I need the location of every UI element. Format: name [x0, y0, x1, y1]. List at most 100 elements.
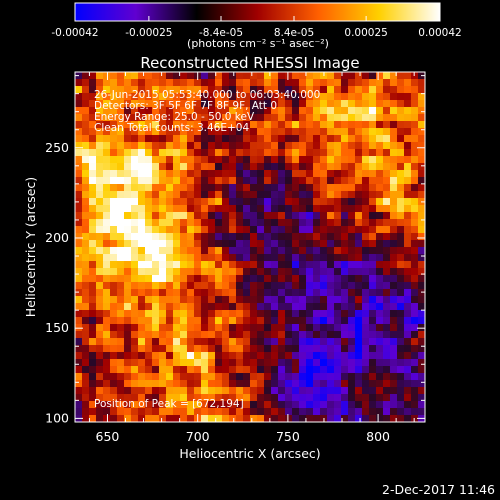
heatmap-cell	[243, 310, 251, 318]
heatmap-cell	[411, 352, 419, 360]
heatmap-cell	[334, 135, 342, 143]
heatmap-cell	[215, 324, 223, 332]
heatmap-cell	[306, 142, 314, 150]
heatmap-cell	[117, 345, 125, 353]
heatmap-cell	[82, 233, 90, 241]
heatmap-cell	[173, 380, 181, 388]
heatmap-cell	[418, 275, 425, 283]
heatmap-cell	[110, 72, 118, 80]
heatmap-cell	[390, 177, 398, 185]
heatmap-cell	[341, 352, 349, 360]
heatmap-cell	[187, 184, 195, 192]
heatmap-cell	[313, 212, 321, 220]
heatmap-cell	[236, 401, 244, 409]
heatmap-cell	[138, 338, 146, 346]
heatmap-cell	[131, 233, 139, 241]
heatmap-cell	[334, 86, 342, 94]
heatmap-cell	[383, 261, 391, 269]
heatmap-cell	[201, 86, 209, 94]
heatmap-cell	[278, 212, 286, 220]
heatmap-cell	[145, 324, 153, 332]
heatmap-cell	[299, 331, 307, 339]
heatmap-cell	[124, 149, 132, 157]
heatmap-cell	[229, 317, 237, 325]
heatmap-cell	[173, 226, 181, 234]
heatmap-cell	[117, 282, 125, 290]
heatmap-cell	[166, 107, 174, 115]
heatmap-cell	[404, 352, 412, 360]
heatmap-cell	[299, 338, 307, 346]
heatmap-cell	[152, 317, 160, 325]
heatmap-cell	[222, 205, 230, 213]
heatmap-cell	[138, 401, 146, 409]
heatmap-cell	[159, 289, 167, 297]
heatmap-cell	[397, 93, 405, 101]
heatmap-cell	[159, 345, 167, 353]
heatmap-cell	[376, 114, 384, 122]
heatmap-cell	[145, 373, 153, 381]
heatmap-cell	[257, 142, 265, 150]
heatmap-cell	[313, 310, 321, 318]
heatmap-cell	[341, 184, 349, 192]
heatmap-cell	[306, 352, 314, 360]
heatmap-cell	[243, 261, 251, 269]
heatmap-cell	[362, 268, 370, 276]
heatmap-cell	[131, 282, 139, 290]
heatmap-cell	[362, 121, 370, 129]
heatmap-cell	[320, 352, 328, 360]
heatmap-cell	[411, 296, 419, 304]
heatmap-cell	[271, 219, 279, 227]
heatmap-cell	[96, 324, 104, 332]
heatmap-cell	[124, 254, 132, 262]
heatmap-cell	[180, 408, 188, 416]
heatmap-cell	[222, 352, 230, 360]
heatmap-cell	[418, 310, 425, 318]
heatmap-cell	[131, 408, 139, 416]
heatmap-cell	[313, 387, 321, 395]
heatmap-cell	[341, 177, 349, 185]
heatmap-cell	[138, 261, 146, 269]
heatmap-cell	[236, 212, 244, 220]
heatmap-cell	[75, 373, 83, 381]
heatmap-cell	[82, 177, 90, 185]
heatmap-cell	[145, 107, 153, 115]
heatmap-cell	[285, 359, 293, 367]
heatmap-cell	[411, 345, 419, 353]
heatmap-cell	[208, 345, 216, 353]
heatmap-cell	[334, 373, 342, 381]
heatmap-cell	[229, 198, 237, 206]
heatmap-cell	[292, 177, 300, 185]
heatmap-cell	[215, 401, 223, 409]
heatmap-cell	[355, 233, 363, 241]
heatmap-cell	[103, 163, 111, 171]
heatmap-cell	[89, 121, 97, 129]
heatmap-cell	[278, 415, 286, 422]
heatmap-cell	[75, 86, 83, 94]
heatmap-cell	[264, 324, 272, 332]
heatmap-cell	[271, 345, 279, 353]
heatmap-cell	[285, 156, 293, 164]
heatmap-cell	[362, 296, 370, 304]
heatmap-cell	[369, 408, 377, 416]
heatmap-cell	[334, 282, 342, 290]
heatmap-cell	[390, 289, 398, 297]
heatmap-cell	[376, 345, 384, 353]
heatmap-cell	[159, 107, 167, 115]
heatmap-cell	[208, 121, 216, 129]
heatmap-cell	[201, 177, 209, 185]
heatmap-cell	[180, 296, 188, 304]
heatmap-cell	[334, 310, 342, 318]
heatmap-cell	[138, 345, 146, 353]
heatmap-cell	[250, 345, 258, 353]
heatmap-cell	[166, 324, 174, 332]
heatmap-cell	[117, 247, 125, 255]
heatmap-cell	[411, 72, 419, 80]
heatmap-cell	[180, 233, 188, 241]
heatmap-cell	[320, 121, 328, 129]
heatmap-cell	[306, 373, 314, 381]
heatmap-cell	[166, 156, 174, 164]
heatmap-cell	[222, 247, 230, 255]
heatmap-cell	[243, 289, 251, 297]
heatmap-cell	[180, 394, 188, 402]
heatmap-cell	[334, 198, 342, 206]
